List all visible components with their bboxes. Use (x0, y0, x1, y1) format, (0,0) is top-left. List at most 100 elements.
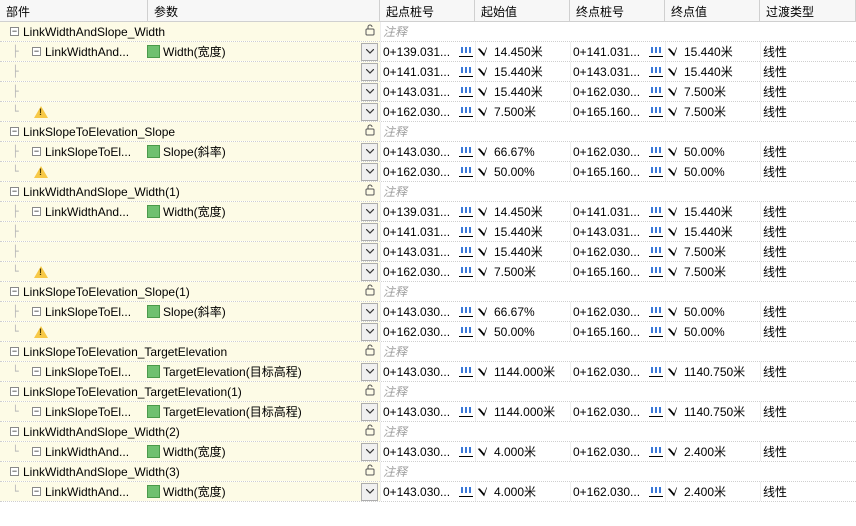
start-station-cell[interactable]: 0+162.030... (380, 162, 475, 181)
row-tree-cell[interactable]: └ (0, 162, 380, 181)
end-station-cell[interactable]: 0+165.160... (570, 102, 665, 121)
station-picker-icon[interactable] (649, 85, 663, 99)
end-value-cell[interactable]: 2.400米 (665, 442, 760, 461)
station-picker-icon[interactable] (459, 105, 473, 119)
dropdown-button[interactable] (361, 223, 378, 241)
end-station-cell[interactable]: 0+141.031... (570, 202, 665, 221)
dropdown-button[interactable] (361, 83, 378, 101)
pick-icon[interactable] (480, 65, 492, 79)
expander-icon[interactable]: − (10, 427, 19, 436)
station-picker-icon[interactable] (459, 85, 473, 99)
start-station-cell[interactable]: 0+139.031... (380, 202, 475, 221)
end-value-cell[interactable]: 2.400米 (665, 482, 760, 501)
expander-icon[interactable]: − (32, 367, 41, 376)
group-row[interactable]: −LinkWidthAndSlope_Width注释 (0, 22, 856, 42)
lock-icon[interactable] (363, 183, 380, 200)
pick-icon[interactable] (670, 405, 682, 419)
group-tree-cell[interactable]: −LinkWidthAndSlope_Width(2) (0, 422, 380, 441)
station-picker-icon[interactable] (649, 365, 663, 379)
station-picker-icon[interactable] (459, 305, 473, 319)
row-tree-cell[interactable]: ├ (0, 82, 380, 101)
expander-icon[interactable]: − (32, 487, 41, 496)
station-picker-icon[interactable] (649, 445, 663, 459)
start-station-cell[interactable]: 0+162.030... (380, 102, 475, 121)
start-station-cell[interactable]: 0+162.030... (380, 262, 475, 281)
expander-icon[interactable]: − (32, 407, 41, 416)
group-tree-cell[interactable]: −LinkSlopeToElevation_Slope (0, 122, 380, 141)
start-value-cell[interactable]: 66.67% (475, 142, 570, 161)
pick-icon[interactable] (670, 165, 682, 179)
pick-icon[interactable] (480, 405, 492, 419)
station-picker-icon[interactable] (459, 65, 473, 79)
row-tree-cell[interactable]: └ (0, 322, 380, 341)
end-station-cell[interactable]: 0+162.030... (570, 442, 665, 461)
group-tree-cell[interactable]: −LinkSlopeToElevation_TargetElevation (0, 342, 380, 361)
expander-icon[interactable]: − (32, 47, 41, 56)
end-value-cell[interactable]: 1140.750米 (665, 402, 760, 421)
start-value-cell[interactable]: 66.67% (475, 302, 570, 321)
transition-cell[interactable]: 线性 (760, 322, 856, 341)
row-tree-cell[interactable]: └−LinkWidthAnd...Width(宽度) (0, 482, 380, 501)
station-picker-icon[interactable] (459, 225, 473, 239)
start-station-cell[interactable]: 0+143.030... (380, 402, 475, 421)
start-station-cell[interactable]: 0+139.031... (380, 42, 475, 61)
transition-cell[interactable]: 线性 (760, 362, 856, 381)
station-picker-icon[interactable] (649, 405, 663, 419)
start-station-cell[interactable]: 0+141.031... (380, 222, 475, 241)
warning-icon[interactable] (34, 326, 48, 338)
dropdown-button[interactable] (361, 363, 378, 381)
col-resize-transition[interactable] (852, 0, 856, 21)
expander-icon[interactable]: − (10, 27, 19, 36)
pick-icon[interactable] (670, 445, 682, 459)
transition-cell[interactable]: 线性 (760, 242, 856, 261)
pick-icon[interactable] (670, 225, 682, 239)
station-picker-icon[interactable] (649, 165, 663, 179)
row-tree-cell[interactable]: ├−LinkWidthAnd...Width(宽度) (0, 202, 380, 221)
transition-cell[interactable]: 线性 (760, 62, 856, 81)
expander-icon[interactable]: − (10, 127, 19, 136)
row-tree-cell[interactable]: └−LinkSlopeToEl...TargetElevation(目标高程) (0, 402, 380, 421)
header-transition[interactable]: 过渡类型 (760, 0, 856, 21)
station-picker-icon[interactable] (459, 45, 473, 59)
expander-icon[interactable]: − (10, 387, 19, 396)
station-picker-icon[interactable] (459, 165, 473, 179)
end-station-cell[interactable]: 0+165.160... (570, 262, 665, 281)
station-picker-icon[interactable] (649, 105, 663, 119)
station-picker-icon[interactable] (649, 145, 663, 159)
station-picker-icon[interactable] (459, 485, 473, 499)
pick-icon[interactable] (480, 85, 492, 99)
header-end_st[interactable]: 终点桩号 (570, 0, 665, 21)
group-row[interactable]: −LinkSlopeToElevation_Slope注释 (0, 122, 856, 142)
pick-icon[interactable] (480, 445, 492, 459)
row-tree-cell[interactable]: └−LinkSlopeToEl...TargetElevation(目标高程) (0, 362, 380, 381)
expander-icon[interactable]: − (10, 187, 19, 196)
dropdown-button[interactable] (361, 163, 378, 181)
group-row[interactable]: −LinkWidthAndSlope_Width(3)注释 (0, 462, 856, 482)
end-value-cell[interactable]: 50.00% (665, 162, 760, 181)
station-picker-icon[interactable] (459, 365, 473, 379)
lock-icon[interactable] (363, 343, 380, 360)
pick-icon[interactable] (480, 485, 492, 499)
row-tree-cell[interactable]: ├ (0, 242, 380, 261)
expander-icon[interactable]: − (10, 287, 19, 296)
pick-icon[interactable] (670, 65, 682, 79)
start-value-cell[interactable]: 7.500米 (475, 102, 570, 121)
station-picker-icon[interactable] (649, 225, 663, 239)
station-picker-icon[interactable] (649, 245, 663, 259)
start-value-cell[interactable]: 50.00% (475, 322, 570, 341)
end-value-cell[interactable]: 50.00% (665, 322, 760, 341)
station-picker-icon[interactable] (459, 145, 473, 159)
end-station-cell[interactable]: 0+165.160... (570, 162, 665, 181)
start-value-cell[interactable]: 4.000米 (475, 442, 570, 461)
pick-icon[interactable] (480, 205, 492, 219)
transition-cell[interactable]: 线性 (760, 82, 856, 101)
start-value-cell[interactable]: 7.500米 (475, 262, 570, 281)
lock-icon[interactable] (363, 383, 380, 400)
lock-icon[interactable] (363, 123, 380, 140)
start-station-cell[interactable]: 0+143.030... (380, 142, 475, 161)
station-picker-icon[interactable] (649, 325, 663, 339)
station-picker-icon[interactable] (459, 245, 473, 259)
end-value-cell[interactable]: 15.440米 (665, 202, 760, 221)
header-param[interactable]: 参数 (148, 0, 380, 21)
dropdown-button[interactable] (361, 263, 378, 281)
